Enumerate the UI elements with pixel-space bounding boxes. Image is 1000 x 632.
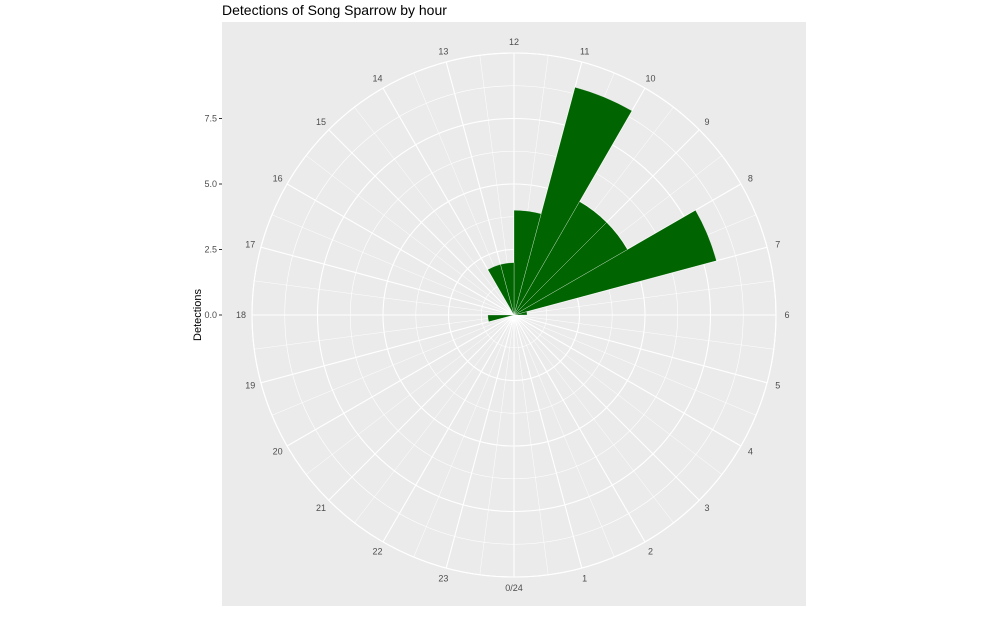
hour-label: 23	[438, 574, 448, 584]
grid-spoke	[513, 314, 742, 447]
hour-label: 22	[372, 546, 382, 556]
y-axis-title: Detections	[192, 289, 204, 341]
grid-spoke	[328, 129, 515, 316]
hour-label: 19	[245, 381, 255, 391]
hour-label: 13	[438, 46, 448, 56]
bars-layer	[487, 87, 717, 322]
y-tick-label: 0.0	[204, 310, 217, 320]
hour-label: 1	[582, 574, 587, 584]
y-tick-label: 7.5	[204, 114, 217, 124]
hour-label: 7	[775, 239, 780, 249]
hour-label: 8	[748, 174, 753, 184]
hour-label: 0/24	[505, 583, 523, 593]
grid-spoke	[413, 314, 515, 558]
hour-label: 3	[705, 503, 710, 513]
hour-label: 12	[509, 37, 519, 47]
hour-label: 2	[648, 546, 653, 556]
bar-hour-10	[513, 87, 633, 316]
hour-label: 5	[775, 381, 780, 391]
bar-hour-13	[487, 264, 515, 316]
hour-label: 20	[273, 447, 283, 457]
y-axis: 0.0 2.5 5.0 7.5	[204, 114, 222, 320]
hour-label: 6	[784, 310, 789, 320]
grid-spoke	[305, 314, 515, 475]
hour-label: 4	[748, 447, 753, 457]
hour-label: 10	[645, 74, 655, 84]
grid-spoke	[513, 314, 646, 543]
grid-spoke	[513, 314, 757, 416]
grid-spoke	[513, 280, 774, 316]
grid-spoke	[382, 314, 515, 543]
grid-spoke	[260, 246, 515, 316]
grid-spoke	[513, 314, 615, 558]
y-tick-label: 2.5	[204, 245, 217, 255]
grid-spoke	[354, 106, 515, 316]
bar-hour-7	[513, 209, 717, 316]
grid-spoke	[513, 314, 700, 501]
grid-spoke	[513, 314, 774, 350]
grid-spoke	[286, 314, 515, 447]
hour-label: 9	[705, 117, 710, 127]
grid-spoke	[479, 314, 515, 575]
hour-label: 15	[316, 117, 326, 127]
hour-label: 17	[245, 239, 255, 249]
grid-spoke	[445, 314, 515, 569]
grid-spoke	[271, 314, 515, 416]
hour-labels: 0/24123456789101112131415161718192021222…	[236, 37, 790, 593]
hour-label: 18	[236, 310, 246, 320]
grid-spoke	[513, 314, 674, 524]
grid-spoke	[271, 214, 515, 316]
grid-spoke	[513, 314, 583, 569]
grid-spoke	[305, 155, 515, 316]
hour-label: 16	[273, 174, 283, 184]
grid-spoke	[286, 183, 515, 316]
grid-spoke	[254, 314, 515, 350]
grid-spoke	[328, 314, 515, 501]
grid-spoke	[513, 314, 549, 575]
grid-spoke	[254, 280, 515, 316]
grid-spoke	[513, 314, 723, 475]
grid-spoke	[513, 314, 768, 384]
grid-spoke	[260, 314, 515, 384]
y-tick-label: 5.0	[204, 179, 217, 189]
grid-spoke	[354, 314, 515, 524]
hour-label: 14	[372, 74, 382, 84]
chart-title: Detections of Song Sparrow by hour	[222, 2, 447, 18]
bar-hour-11	[513, 210, 542, 316]
hour-label: 11	[580, 46, 589, 56]
bar-hour-18	[487, 314, 515, 322]
hour-label: 21	[316, 503, 326, 513]
